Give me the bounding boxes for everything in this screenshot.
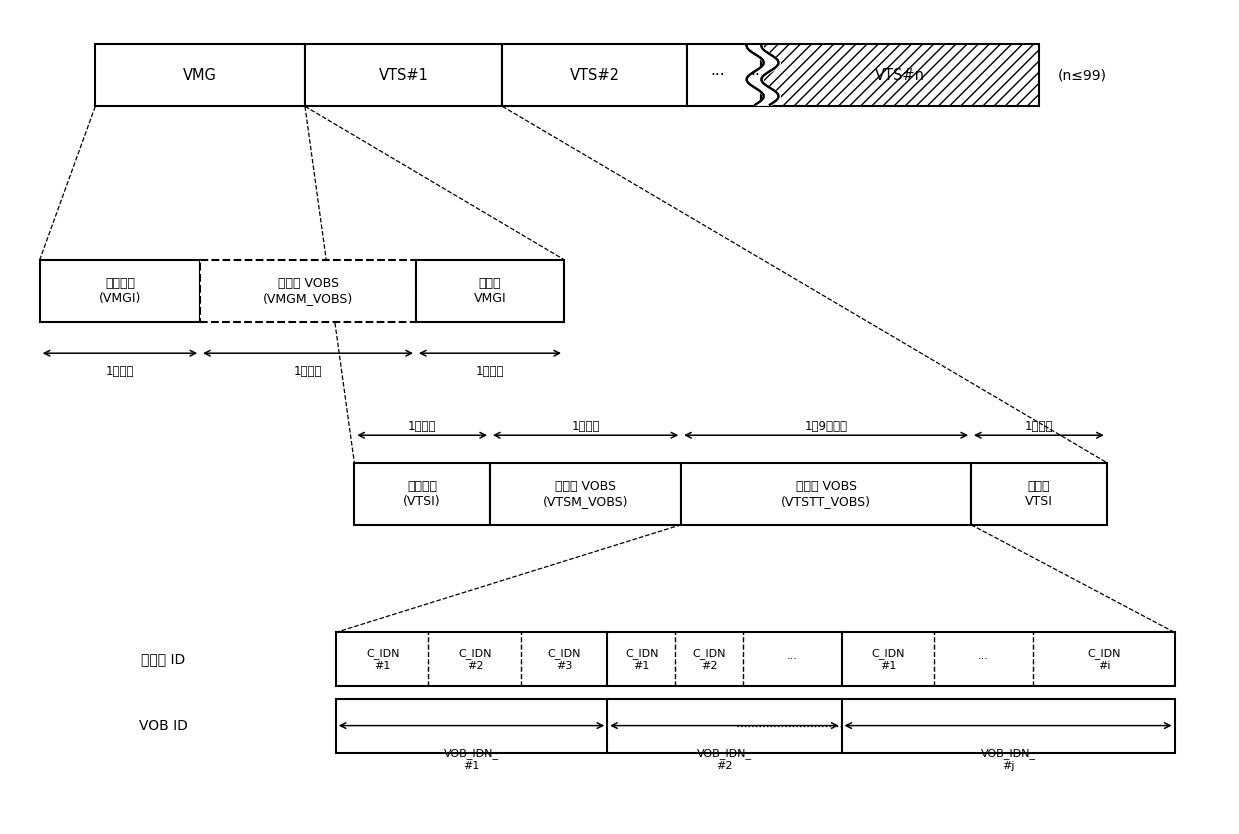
Text: ···: ···: [978, 655, 989, 665]
Text: ··: ··: [751, 68, 760, 83]
Text: 控制数据
(VMGI): 控制数据 (VMGI): [99, 277, 141, 304]
Bar: [971, 463, 1106, 525]
Text: C_IDN
#2: C_IDN #2: [693, 648, 726, 671]
Text: 控制数据
(VTSI): 控制数据 (VTSI): [404, 480, 441, 508]
Text: 备份用
VMGI: 备份用 VMGI: [473, 277, 507, 304]
Bar: [489, 463, 681, 525]
Text: 1个文件: 1个文件: [408, 420, 436, 434]
Bar: [688, 44, 761, 106]
Bar: [336, 699, 1175, 752]
Text: 数据元 ID: 数据元 ID: [141, 652, 186, 666]
Text: VTS#1: VTS#1: [379, 68, 429, 83]
Text: C_IDN
#1: C_IDN #1: [366, 648, 399, 671]
Text: VTS#n: VTS#n: [875, 68, 926, 83]
Text: (n≤99): (n≤99): [1057, 68, 1106, 83]
Text: C_IDN
#1: C_IDN #1: [624, 648, 658, 671]
Bar: [201, 259, 416, 322]
Text: 菜单用 VOBS
(VMGM_VOBS): 菜单用 VOBS (VMGM_VOBS): [263, 277, 353, 304]
Text: VTS#2: VTS#2: [570, 68, 620, 83]
Bar: [416, 259, 564, 322]
Text: VOB ID: VOB ID: [139, 719, 187, 732]
Bar: [305, 44, 502, 106]
Text: C_IDN
#3: C_IDN #3: [548, 648, 581, 671]
Text: 菜单用 VOBS
(VTSM_VOBS): 菜单用 VOBS (VTSM_VOBS): [543, 480, 628, 508]
Bar: [336, 632, 1175, 686]
Text: VOB_IDN_
#j: VOB_IDN_ #j: [980, 748, 1036, 771]
Text: 1～9个文件: 1～9个文件: [804, 420, 847, 434]
Text: 1个文件: 1个文件: [476, 365, 504, 378]
Text: 1个文件: 1个文件: [105, 365, 134, 378]
Text: VMG: VMG: [183, 68, 217, 83]
Text: C_IDN
#2: C_IDN #2: [458, 648, 492, 671]
Bar: [354, 463, 489, 525]
Text: VOB_IDN_
#2: VOB_IDN_ #2: [696, 748, 752, 771]
Text: 1个文件: 1个文件: [1025, 420, 1053, 434]
Text: 1个文件: 1个文件: [571, 420, 600, 434]
Text: C_IDN
#1: C_IDN #1: [872, 648, 906, 671]
Text: VOB_IDN_
#1: VOB_IDN_ #1: [444, 748, 499, 771]
Bar: [95, 44, 305, 106]
Bar: [761, 44, 1038, 106]
Text: 备份用
VTSI: 备份用 VTSI: [1025, 480, 1053, 508]
Text: C_IDN
#i: C_IDN #i: [1088, 648, 1121, 671]
Bar: [40, 259, 201, 322]
Text: 1个文件: 1个文件: [294, 365, 322, 378]
Bar: [681, 463, 971, 525]
Bar: [502, 44, 688, 106]
Text: ···: ···: [711, 68, 726, 83]
Text: ···: ···: [787, 655, 798, 665]
Text: 标题用 VOBS
(VTSTT_VOBS): 标题用 VOBS (VTSTT_VOBS): [781, 480, 871, 508]
